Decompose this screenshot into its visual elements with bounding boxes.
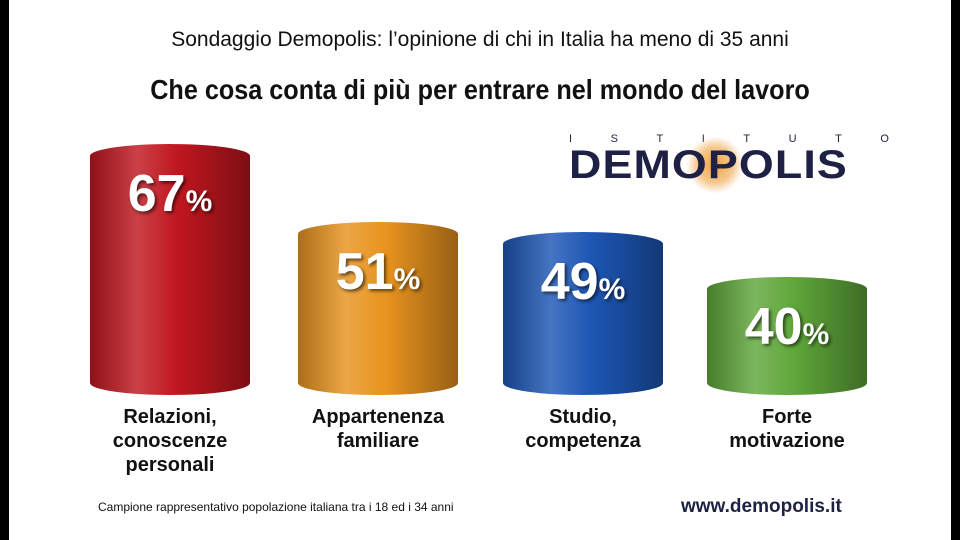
bar: 40% — [707, 276, 867, 395]
chart-subtitle: Sondaggio Demopolis: l’opinione di chi i… — [171, 28, 789, 51]
data-label: 51% — [335, 243, 421, 302]
category-label-line: motivazione — [729, 430, 845, 452]
infographic: Sondaggio Demopolis: l’opinione di chi i… — [9, 0, 951, 540]
category-label-line: Studio, — [549, 406, 617, 428]
bar: 49% — [503, 232, 663, 395]
category-label-line: competenza — [525, 430, 641, 452]
logo-letter: O — [880, 133, 889, 145]
logo-letter: T — [835, 133, 842, 145]
bar: 67% — [90, 143, 250, 395]
logo-demopolis: DEMOPOLIS — [569, 143, 848, 187]
category-label-line: familiare — [336, 430, 420, 452]
logo-letter: S — [610, 133, 618, 145]
logo-letter: I — [569, 133, 573, 145]
logo-letter: U — [788, 133, 797, 145]
chart-title: Che cosa conta di più per entrare nel mo… — [150, 74, 810, 105]
data-label: 40% — [744, 297, 830, 356]
category-label-line: personali — [125, 454, 215, 476]
category-label-line: Relazioni, — [123, 406, 217, 428]
category-label: Relazioni, conoscenze personali — [70, 405, 270, 477]
category-label: Studio, competenza — [483, 405, 683, 453]
footer-note: Campione rappresentativo popolazione ita… — [98, 500, 454, 514]
category-label-line: conoscenze — [112, 430, 228, 452]
category-label: Forte motivazione — [687, 405, 887, 453]
category-label-line: Appartenenza — [311, 406, 445, 428]
demopolis-logo: ISTITUTO DEMOPOLIS — [569, 133, 899, 193]
footer-url[interactable]: www.demopolis.it — [681, 496, 842, 517]
logo-letter: T — [743, 133, 751, 145]
data-label: 67% — [127, 164, 213, 223]
logo-glow — [687, 137, 743, 193]
data-label: 49% — [540, 253, 626, 312]
category-label: Appartenenza familiare — [278, 405, 478, 453]
logo-letter: T — [656, 133, 664, 145]
category-label-line: Forte — [762, 406, 812, 428]
bar: 51% — [298, 222, 458, 395]
